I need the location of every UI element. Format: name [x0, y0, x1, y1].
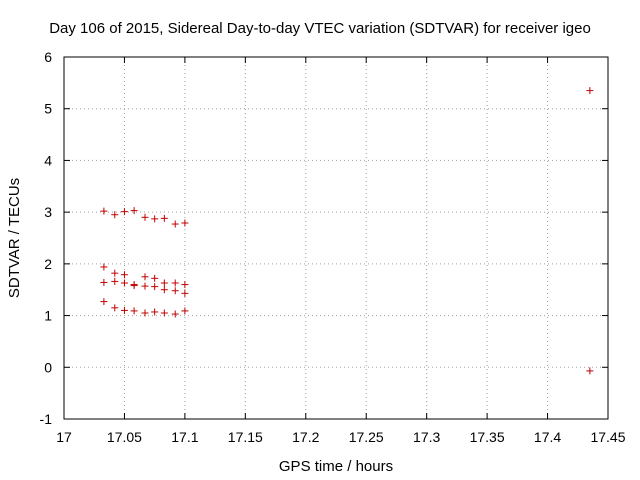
y-tick-label: 5: [44, 101, 52, 117]
axis-ticks: [63, 56, 609, 420]
data-point: [100, 263, 108, 271]
data-point: [111, 269, 119, 277]
data-point: [160, 214, 168, 222]
data-point: [120, 306, 128, 314]
x-tick-label: 17.45: [590, 429, 625, 445]
data-point: [181, 307, 189, 315]
data-points: [100, 87, 594, 375]
y-tick-label: 0: [44, 359, 52, 375]
data-point: [171, 287, 179, 295]
x-tick-label: 17.35: [470, 429, 505, 445]
data-point: [151, 308, 159, 316]
data-point: [151, 274, 159, 282]
data-point: [141, 213, 149, 221]
data-point: [160, 279, 168, 287]
y-tick-label: -1: [40, 411, 53, 427]
grid: [64, 57, 608, 419]
x-tick-label: 17.4: [534, 429, 561, 445]
data-point: [141, 309, 149, 317]
data-point: [181, 219, 189, 227]
data-point: [130, 307, 138, 315]
data-point: [586, 367, 594, 375]
data-point: [120, 279, 128, 287]
y-tick-label: 2: [44, 256, 52, 272]
data-point: [100, 207, 108, 215]
x-tick-label: 17.1: [171, 429, 198, 445]
data-point: [171, 310, 179, 318]
chart-title: Day 106 of 2015, Sidereal Day-to-day VTE…: [49, 20, 591, 37]
data-point: [111, 304, 119, 312]
data-point: [111, 211, 119, 219]
y-tick-labels: -1 0 1 2 3 4 5 6: [40, 49, 53, 427]
data-point: [100, 298, 108, 306]
x-axis-label: GPS time / hours: [279, 458, 393, 475]
x-tick-label: 17.3: [413, 429, 440, 445]
data-point: [171, 279, 179, 287]
plot-frame: [63, 56, 609, 420]
x-tick-labels: 17 17.05 17.1 17.15 17.2 17.25 17.3 17.35 17.4 17…: [56, 429, 626, 445]
y-tick-label: 1: [44, 308, 52, 324]
x-tick-label: 17.15: [228, 429, 263, 445]
y-tick-label: 6: [44, 49, 52, 65]
y-tick-label: 3: [44, 204, 52, 220]
data-point: [130, 282, 138, 290]
data-point: [160, 286, 168, 294]
data-point: [141, 282, 149, 290]
data-point: [151, 215, 159, 223]
data-point: [120, 271, 128, 279]
data-point: [151, 283, 159, 291]
data-point: [111, 277, 119, 285]
x-tick-label: 17.25: [349, 429, 384, 445]
data-point: [181, 289, 189, 297]
x-tick-label: 17: [56, 429, 72, 445]
x-tick-label: 17.2: [292, 429, 319, 445]
data-point: [120, 208, 128, 216]
data-point: [100, 278, 108, 286]
data-point: [171, 220, 179, 228]
y-tick-label: 4: [44, 152, 52, 168]
data-point: [586, 87, 594, 95]
data-point: [130, 207, 138, 215]
x-tick-label: 17.05: [107, 429, 142, 445]
data-point: [141, 273, 149, 281]
data-point: [181, 281, 189, 289]
data-point: [160, 309, 168, 317]
y-axis-label: SDTVAR / TECUs: [6, 178, 23, 298]
